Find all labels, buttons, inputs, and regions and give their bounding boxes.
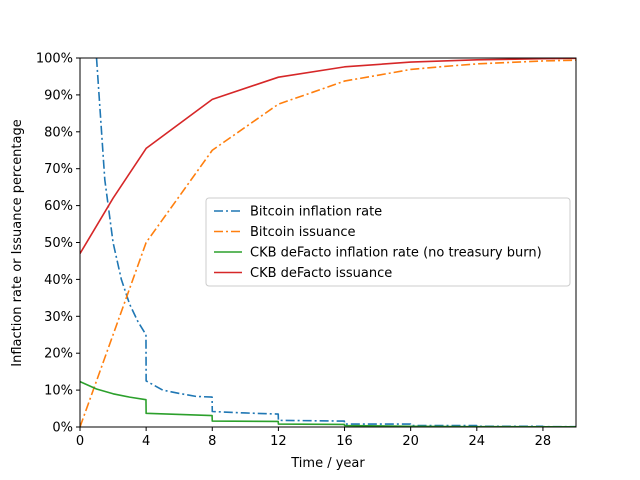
- y-tick-label: 50%: [44, 236, 73, 251]
- legend: Bitcoin inflation rate Bitcoin issuance CK…: [205, 197, 571, 287]
- y-tick-label: 80%: [44, 125, 73, 140]
- x-tick-label: 12: [270, 434, 287, 449]
- y-tick-label: 70%: [44, 162, 73, 177]
- y-tick-label: 60%: [44, 199, 73, 214]
- legend-label: Bitcoin issuance: [250, 225, 355, 240]
- y-tick-label: 40%: [44, 273, 73, 288]
- x-tick-label: 4: [142, 434, 150, 449]
- y-tick-label: 30%: [44, 310, 73, 325]
- y-tick-label: 90%: [44, 88, 73, 103]
- x-tick-label: 8: [208, 434, 216, 449]
- series-line-1: [95, 58, 576, 427]
- legend-label: CKB deFacto issuance: [250, 266, 392, 281]
- y-tick-label: 0%: [52, 421, 73, 436]
- series-line-2: [80, 59, 576, 427]
- y-tick-label: 10%: [44, 384, 73, 399]
- series-line-3: [80, 380, 576, 427]
- y-tick-label: 20%: [44, 347, 73, 362]
- series-line-4: [80, 58, 576, 254]
- x-tick-label: 28: [535, 434, 552, 449]
- legend-label: CKB deFacto inflation rate (no treasury …: [250, 246, 542, 261]
- x-tick-label: 16: [336, 434, 353, 449]
- x-tick-label: 24: [469, 434, 486, 449]
- x-tick-label: 0: [76, 434, 84, 449]
- x-tick-label: 20: [402, 434, 419, 449]
- legend-label: Bitcoin inflation rate: [250, 205, 382, 220]
- series-layer: [80, 58, 576, 427]
- y-axis-label: Inflaction rate or Issuance percentage: [10, 119, 25, 367]
- legend-box: [205, 197, 571, 287]
- y-tick-label: 100%: [36, 52, 73, 67]
- ticks-layer: 0 4 8 12 16 20 24 28 0% 10% 20% 30% 40% 50% 60% 70% 80% 9…: [36, 52, 551, 450]
- x-axis-label: Time / year: [290, 456, 365, 471]
